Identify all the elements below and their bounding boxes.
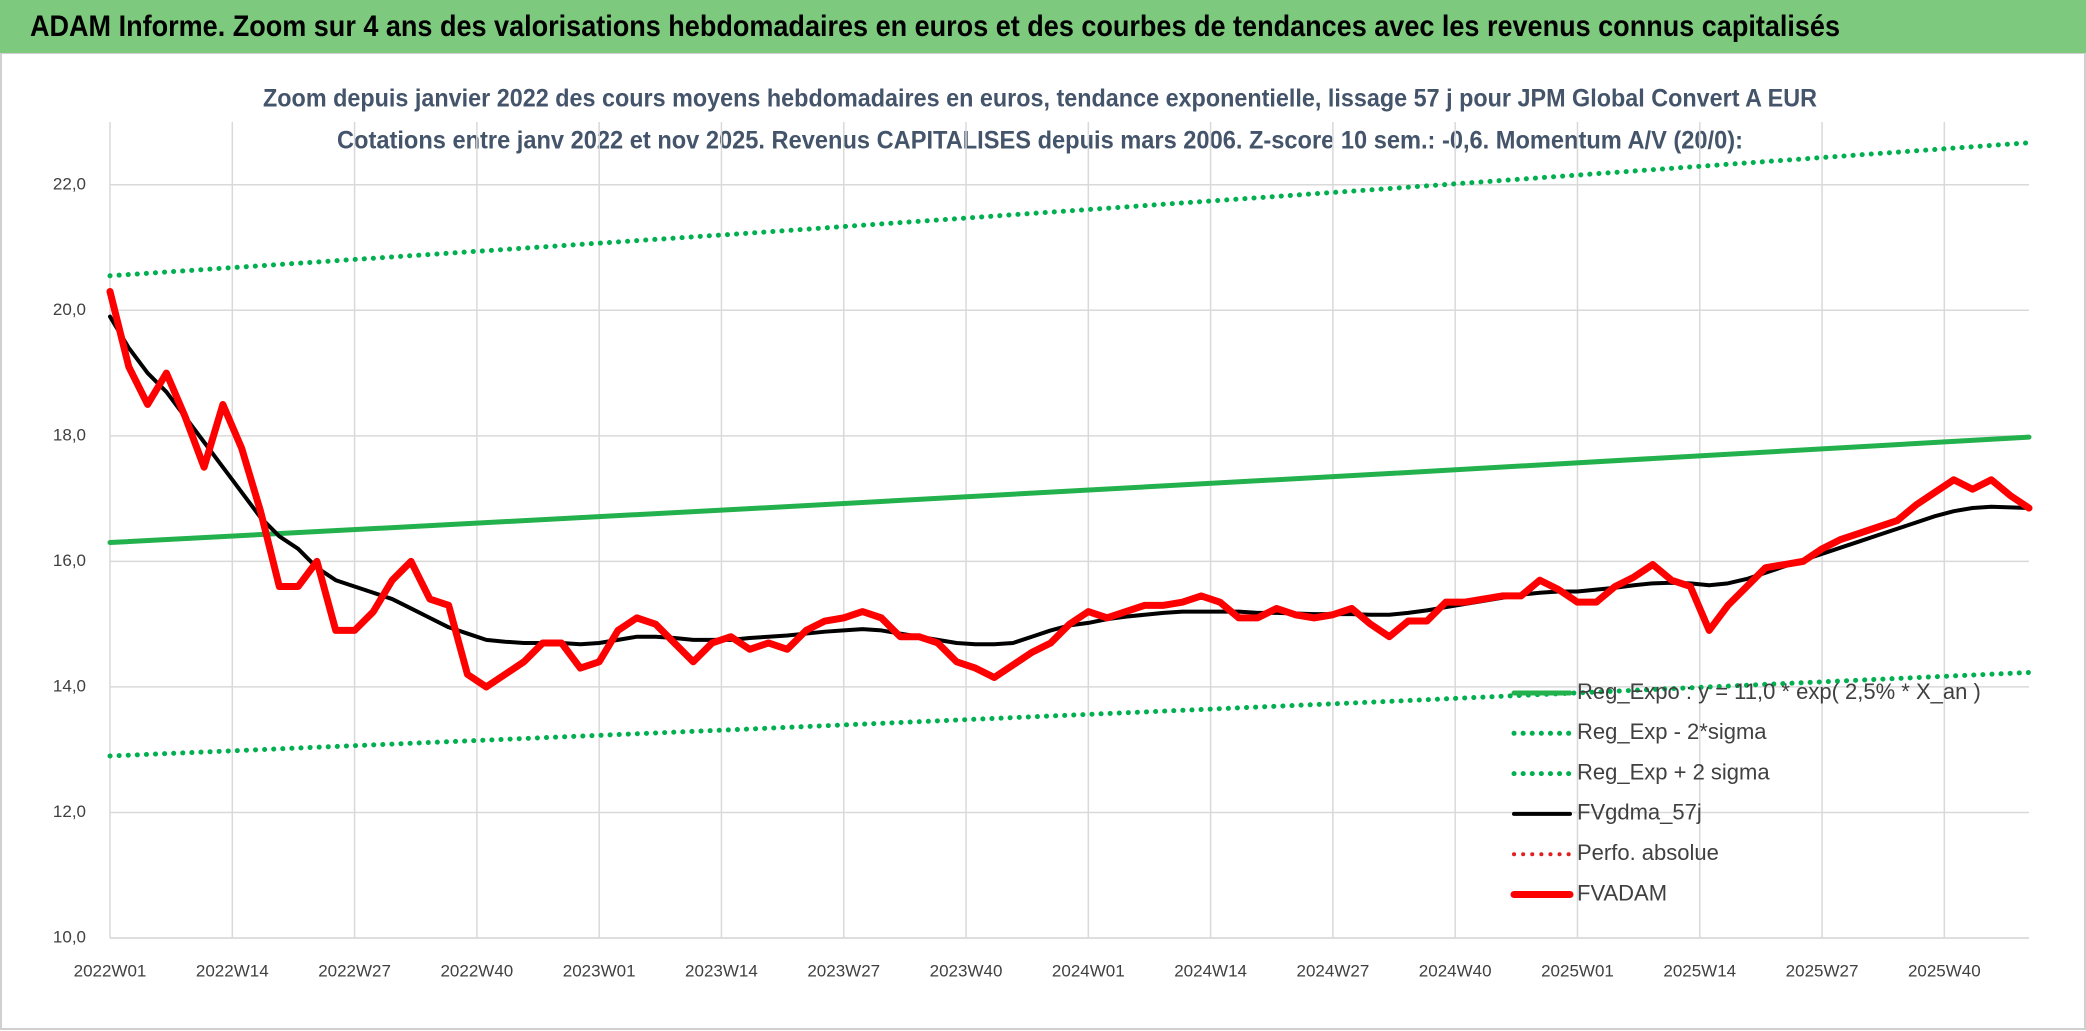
x-tick-label: 2024W14	[1174, 961, 1247, 980]
legend-label: Perfo. absolue	[1577, 840, 1719, 865]
y-tick-label: 22,0	[53, 174, 86, 193]
y-tick-label: 12,0	[53, 802, 86, 821]
chart-subtitle: Cotations entre janv 2022 et nov 2025. R…	[337, 127, 1743, 155]
x-tick-label: 2023W40	[930, 961, 1003, 980]
x-tick-label: 2024W40	[1419, 961, 1492, 980]
legend-label: FVADAM	[1577, 880, 1667, 905]
x-tick-label: 2025W40	[1908, 961, 1981, 980]
chart-subtitle: Zoom depuis janvier 2022 des cours moyen…	[263, 85, 1817, 113]
series-line	[107, 434, 2032, 546]
x-tick-label: 2022W40	[440, 961, 513, 980]
y-tick-label: 20,0	[53, 300, 86, 319]
series-line	[107, 669, 2032, 759]
x-tick-label: 2025W01	[1541, 961, 1614, 980]
y-tick-label: 10,0	[53, 927, 86, 946]
legend-label: Reg_Expo : y = 11,0 * exp( 2,5% * X_an )	[1577, 679, 1981, 704]
x-tick-label: 2022W27	[318, 961, 391, 980]
x-tick-label: 2022W14	[196, 961, 269, 980]
x-tick-label: 2025W27	[1786, 961, 1859, 980]
legend-label: Reg_Exp + 2 sigma	[1577, 759, 1770, 784]
y-tick-label: 18,0	[53, 425, 86, 444]
x-tick-label: 2025W14	[1663, 961, 1736, 980]
x-tick-label: 2023W27	[807, 961, 880, 980]
x-tick-label: 2023W01	[563, 961, 636, 980]
legend-label: FVgdma_57j	[1577, 800, 1702, 825]
y-tick-label: 16,0	[53, 551, 86, 570]
x-tick-label: 2023W14	[685, 961, 758, 980]
y-tick-label: 14,0	[53, 676, 86, 695]
x-tick-label: 2024W27	[1297, 961, 1370, 980]
legend: Reg_Expo : y = 11,0 * exp( 2,5% * X_an )…	[1510, 679, 1981, 905]
series-line	[107, 140, 2032, 279]
x-tick-label: 2022W01	[74, 961, 147, 980]
legend-label: Reg_Exp - 2*sigma	[1577, 719, 1767, 744]
title-bar	[0, 0, 2086, 53]
chart-title: ADAM Informe. Zoom sur 4 ans des valoris…	[30, 10, 1840, 43]
plot-area: 10,0 12,0 14,0 16,0 18,0 20,0 22,0 2022W01 2022W…	[53, 122, 2033, 980]
series-line	[106, 287, 2033, 691]
x-tick-label: 2024W01	[1052, 961, 1125, 980]
